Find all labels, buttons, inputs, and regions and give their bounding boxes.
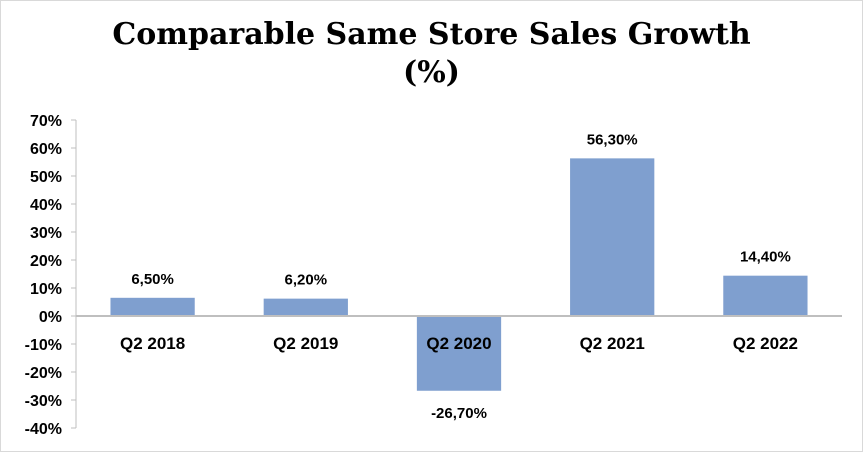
y-tick-label: -10% <box>25 337 62 354</box>
x-tick-label: Q2 2020 <box>426 334 491 353</box>
chart-title: Comparable Same Store Sales Growth (%) <box>0 16 863 92</box>
y-tick-label: -20% <box>25 365 62 382</box>
data-label: 56,30% <box>587 131 638 148</box>
chart-title-line-2: (%) <box>403 55 460 90</box>
x-tick-label: Q2 2021 <box>580 334 645 353</box>
x-tick-label: Q2 2018 <box>120 334 185 353</box>
y-tick-label: -40% <box>25 421 62 438</box>
y-tick-label: 0% <box>39 309 62 326</box>
bar <box>110 297 195 316</box>
bar <box>570 158 655 316</box>
y-tick-label: 30% <box>30 225 62 242</box>
y-tick-label: 20% <box>30 253 62 270</box>
y-tick-label: 70% <box>30 113 62 130</box>
data-label: -26,70% <box>431 405 487 422</box>
y-tick-label: -30% <box>25 393 62 410</box>
y-tick-label: 60% <box>30 141 62 158</box>
bar <box>263 298 348 316</box>
x-tick-label: Q2 2019 <box>273 334 338 353</box>
y-tick-label: 10% <box>30 281 62 298</box>
y-tick-label: 50% <box>30 169 62 186</box>
x-tick-label: Q2 2022 <box>733 334 798 353</box>
data-label: 6,50% <box>131 271 174 288</box>
data-label: 14,40% <box>740 249 791 266</box>
y-tick-label: 40% <box>30 197 62 214</box>
bar <box>416 316 502 391</box>
data-label: 6,20% <box>285 272 328 289</box>
bar <box>723 275 808 316</box>
chart-title-line-1: Comparable Same Store Sales Growth <box>112 17 751 52</box>
